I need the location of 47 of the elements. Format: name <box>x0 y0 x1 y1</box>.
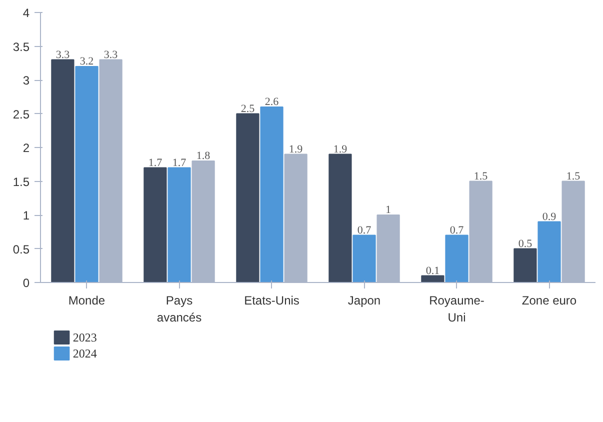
data-label: 0.1 <box>426 264 440 277</box>
bar <box>445 234 468 282</box>
bar <box>168 167 191 282</box>
bar <box>421 275 444 282</box>
bar <box>514 248 537 282</box>
x-tick-label: Zone euro <box>522 294 577 308</box>
data-label: 0.9 <box>542 210 557 223</box>
y-tick-label: 2 <box>22 141 30 155</box>
data-label: 1.5 <box>566 170 581 182</box>
data-label: 0.7 <box>450 224 464 236</box>
data-label: 0.5 <box>518 238 533 250</box>
legend-label: 2023 <box>72 330 97 344</box>
data-label: 1.7 <box>172 156 187 169</box>
data-label: 1.7 <box>148 156 163 169</box>
y-tick-label: 3 <box>22 74 30 88</box>
y-tick-label: 1.5 <box>12 174 30 189</box>
data-label: 2.5 <box>240 102 256 115</box>
data-label: 1.8 <box>196 150 211 162</box>
y-tick-label: 2.5 <box>12 107 30 122</box>
data-label: 1.9 <box>333 143 348 156</box>
data-label: 3.2 <box>80 56 94 68</box>
bar <box>352 234 376 282</box>
data-label: 0.7 <box>357 224 372 236</box>
legend-label: 2024 <box>72 346 97 360</box>
x-tick-label: Monde <box>68 294 106 308</box>
bar <box>144 167 167 282</box>
bar <box>75 66 98 282</box>
x-tick-label: Etats-Unis <box>244 294 300 308</box>
y-tick-label: 0.5 <box>12 242 30 256</box>
bar <box>328 154 352 282</box>
bar <box>538 221 561 282</box>
data-label: 1.9 <box>288 143 304 156</box>
data-label: 3.3 <box>104 48 118 61</box>
bar <box>51 59 74 282</box>
x-tick-label: Japon <box>348 294 381 308</box>
data-label: 1 <box>386 204 392 216</box>
y-tick-label: 1 <box>22 208 30 222</box>
y-tick-label: 4 <box>22 6 30 20</box>
x-tick-label: Pays avancés <box>156 294 202 324</box>
data-label: 2.6 <box>264 96 280 108</box>
data-label: 1.5 <box>474 170 488 182</box>
bar <box>236 113 260 282</box>
y-tick-label: 3.5 <box>12 40 30 54</box>
x-tick-label: Royaume-Uni <box>429 294 484 324</box>
bar <box>260 106 284 282</box>
y-tick-label: 0 <box>22 276 30 290</box>
data-label: 3.3 <box>56 48 70 61</box>
